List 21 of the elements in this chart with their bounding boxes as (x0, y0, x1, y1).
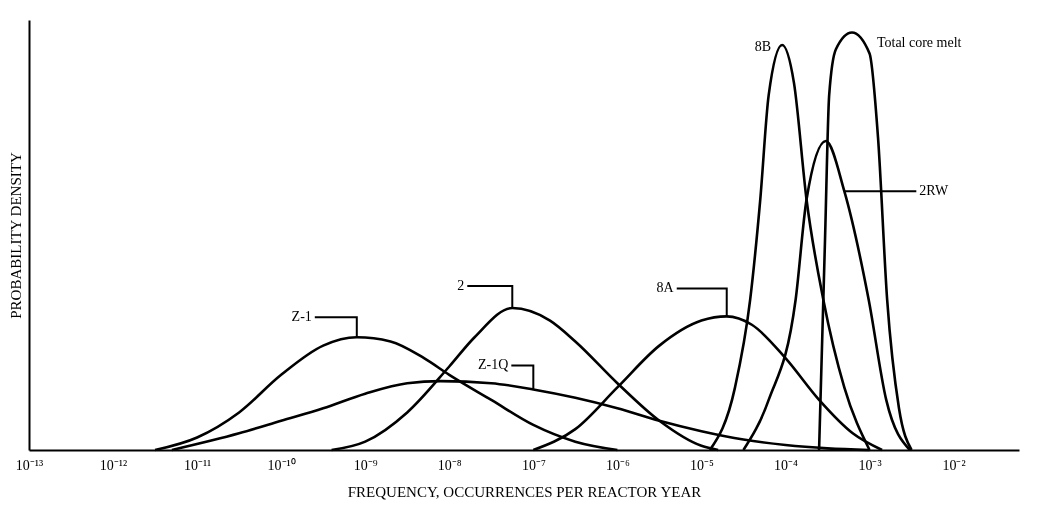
text: 2 (457, 278, 465, 294)
x-tick-label: 10⁻² (942, 457, 966, 473)
text: 2RW (919, 183, 949, 199)
x-tick-label: 10⁻⁴ (774, 457, 799, 473)
x-tick-label: 10⁻¹² (99, 457, 128, 473)
series-label: Total core melt (876, 34, 962, 50)
y-axis-title: PROBABILITY DENSITY (7, 152, 24, 319)
x-tick-label: 10⁻⁵ (689, 457, 714, 473)
x-tick-label: 10⁻¹¹ (183, 457, 212, 473)
x-tick-label: 10⁻¹³ (15, 457, 44, 473)
series-label: Z-1Q (478, 357, 509, 373)
series-label: Z-1 (291, 309, 312, 325)
text: 8A (656, 280, 675, 296)
x-tick-label: 10⁻⁶ (605, 457, 630, 473)
x-tick-label: 10⁻⁹ (353, 457, 378, 473)
x-tick-label: 10⁻³ (858, 457, 882, 473)
x-axis-title: FREQUENCY, OCCURRENCES PER REACTOR YEAR (347, 483, 702, 500)
x-tick-label: 10⁻⁷ (521, 457, 546, 473)
x-tick-label: 10⁻¹⁰ (267, 457, 296, 473)
x-tick-label: 10⁻⁸ (437, 457, 462, 473)
series-label: 8B (754, 39, 772, 55)
